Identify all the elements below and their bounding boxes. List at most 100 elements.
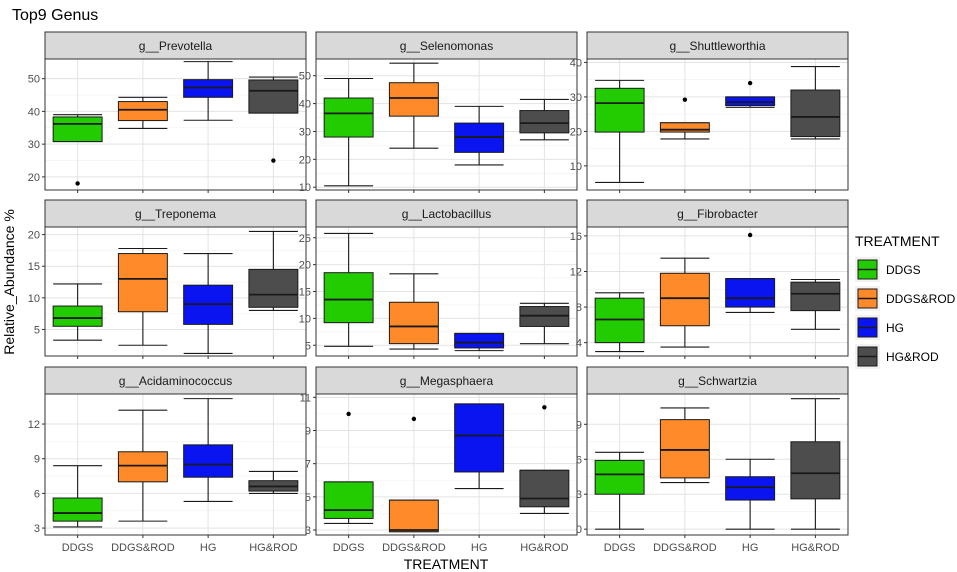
y-tick-label: 6	[34, 488, 40, 500]
y-tick-label: 7	[305, 459, 311, 471]
outlier-point	[411, 416, 417, 422]
y-tick-label: 30	[570, 92, 582, 104]
facet-strip	[44, 31, 307, 60]
legend-title: TREATMENT	[855, 233, 940, 249]
box-ddgs	[594, 87, 645, 133]
box-ddgs	[52, 497, 103, 522]
box-ddgs-rod	[388, 301, 439, 345]
y-tick-label: 25	[299, 233, 311, 245]
legend-label: DDGS&ROD	[886, 292, 956, 306]
x-axis-label: TREATMENT	[404, 556, 489, 572]
y-tick-label: 20	[28, 230, 40, 242]
y-tick-label: 6	[576, 454, 582, 466]
y-tick-label: 0	[576, 524, 582, 536]
box-ddgs	[323, 272, 374, 324]
box-hg-rod	[519, 469, 570, 508]
facet-strip	[315, 31, 578, 60]
facet-label: g__Acidaminococcus	[119, 374, 232, 388]
box-hg	[725, 476, 776, 501]
y-tick-label: 10	[299, 182, 311, 194]
x-tick-label: DDGS&ROD	[111, 542, 175, 554]
box-ddgs-rod	[659, 272, 710, 327]
outlier-point	[542, 405, 547, 410]
box-ddgs-rod	[388, 499, 439, 533]
box-hg-rod	[248, 268, 299, 308]
y-tick-label: 3	[576, 489, 582, 501]
facet-strip	[586, 199, 849, 228]
y-tick-label: 9	[34, 454, 40, 466]
box-ddgs	[52, 116, 103, 143]
box-ddgs-rod	[659, 122, 710, 133]
facet-label: g__Schwartzia	[678, 374, 757, 388]
y-tick-label: 40	[28, 106, 40, 118]
legend-label: DDGS	[886, 263, 921, 277]
y-tick-label: 40	[299, 99, 311, 111]
y-tick-label: 20	[570, 126, 582, 138]
legend-label: HG	[886, 321, 904, 335]
y-tick-label: 10	[570, 161, 582, 173]
x-tick-label: DDGS&ROD	[382, 542, 446, 554]
x-tick-label: HG	[471, 542, 488, 554]
x-tick-label: DDGS&ROD	[653, 542, 717, 554]
legend-label: HG&ROD	[886, 350, 939, 364]
box-ddgs	[594, 459, 645, 495]
facet-label: g__Megasphaera	[400, 374, 494, 388]
x-tick-label: DDGS	[62, 542, 94, 554]
box-ddgs	[323, 481, 374, 519]
box-ddgs-rod	[117, 101, 168, 122]
box-hg	[454, 332, 505, 349]
facet-strip	[44, 366, 307, 395]
y-tick-label: 11	[300, 392, 311, 404]
y-tick-label: 9	[305, 425, 311, 437]
x-tick-label: HG&ROD	[791, 542, 839, 554]
x-tick-label: HG&ROD	[249, 542, 297, 554]
box-hg-rod	[790, 281, 841, 312]
x-tick-label: HG	[200, 542, 217, 554]
y-tick-label: 16	[570, 231, 582, 243]
outlier-point	[346, 411, 351, 417]
facet-label: g__Fibrobacter	[677, 207, 758, 221]
outlier-point	[747, 80, 753, 86]
box-hg-rod	[790, 89, 841, 138]
y-tick-label: 12	[570, 266, 582, 278]
x-tick-label: DDGS	[333, 542, 365, 554]
y-tick-label: 5	[34, 324, 40, 336]
box-hg	[183, 444, 234, 478]
box-ddgs-rod	[388, 82, 439, 117]
box-hg-rod	[519, 110, 570, 134]
outlier-point	[747, 232, 753, 238]
facet-strip	[586, 366, 849, 395]
facet-label: g__Shuttleworthia	[669, 39, 765, 53]
y-tick-label: 12	[28, 419, 40, 431]
facet-strip	[44, 199, 307, 228]
y-tick-label: 15	[299, 287, 311, 299]
box-ddgs-rod	[117, 253, 168, 313]
y-tick-label: 4	[576, 338, 582, 350]
box-ddgs	[52, 305, 103, 327]
y-tick-label: 40	[570, 57, 582, 69]
outlier-point	[271, 158, 276, 163]
y-axis-label: Relative_Abundance %	[1, 209, 17, 355]
box-hg	[183, 79, 234, 98]
box-hg	[454, 403, 505, 473]
facet-label: g__Treponema	[135, 207, 216, 221]
y-tick-label: 20	[299, 260, 311, 272]
facet-strip	[315, 199, 578, 228]
box-ddgs-rod	[117, 451, 168, 483]
y-tick-label: 50	[28, 74, 40, 86]
box-hg-rod	[790, 441, 841, 500]
x-tick-label: HG	[742, 542, 759, 554]
chart-title: Top9 Genus	[12, 7, 98, 24]
y-tick-label: 20	[299, 154, 311, 166]
y-tick-label: 10	[299, 313, 311, 325]
y-tick-label: 3	[34, 523, 40, 535]
y-tick-label: 9	[576, 419, 582, 431]
x-tick-label: HG&ROD	[520, 542, 568, 554]
outlier-point	[682, 97, 688, 102]
y-tick-label: 20	[28, 172, 40, 184]
y-tick-label: 5	[305, 340, 311, 352]
facet-label: g__Selenomonas	[400, 39, 493, 53]
y-tick-label: 50	[299, 71, 311, 83]
facet-label: g__Lactobacillus	[402, 207, 491, 221]
